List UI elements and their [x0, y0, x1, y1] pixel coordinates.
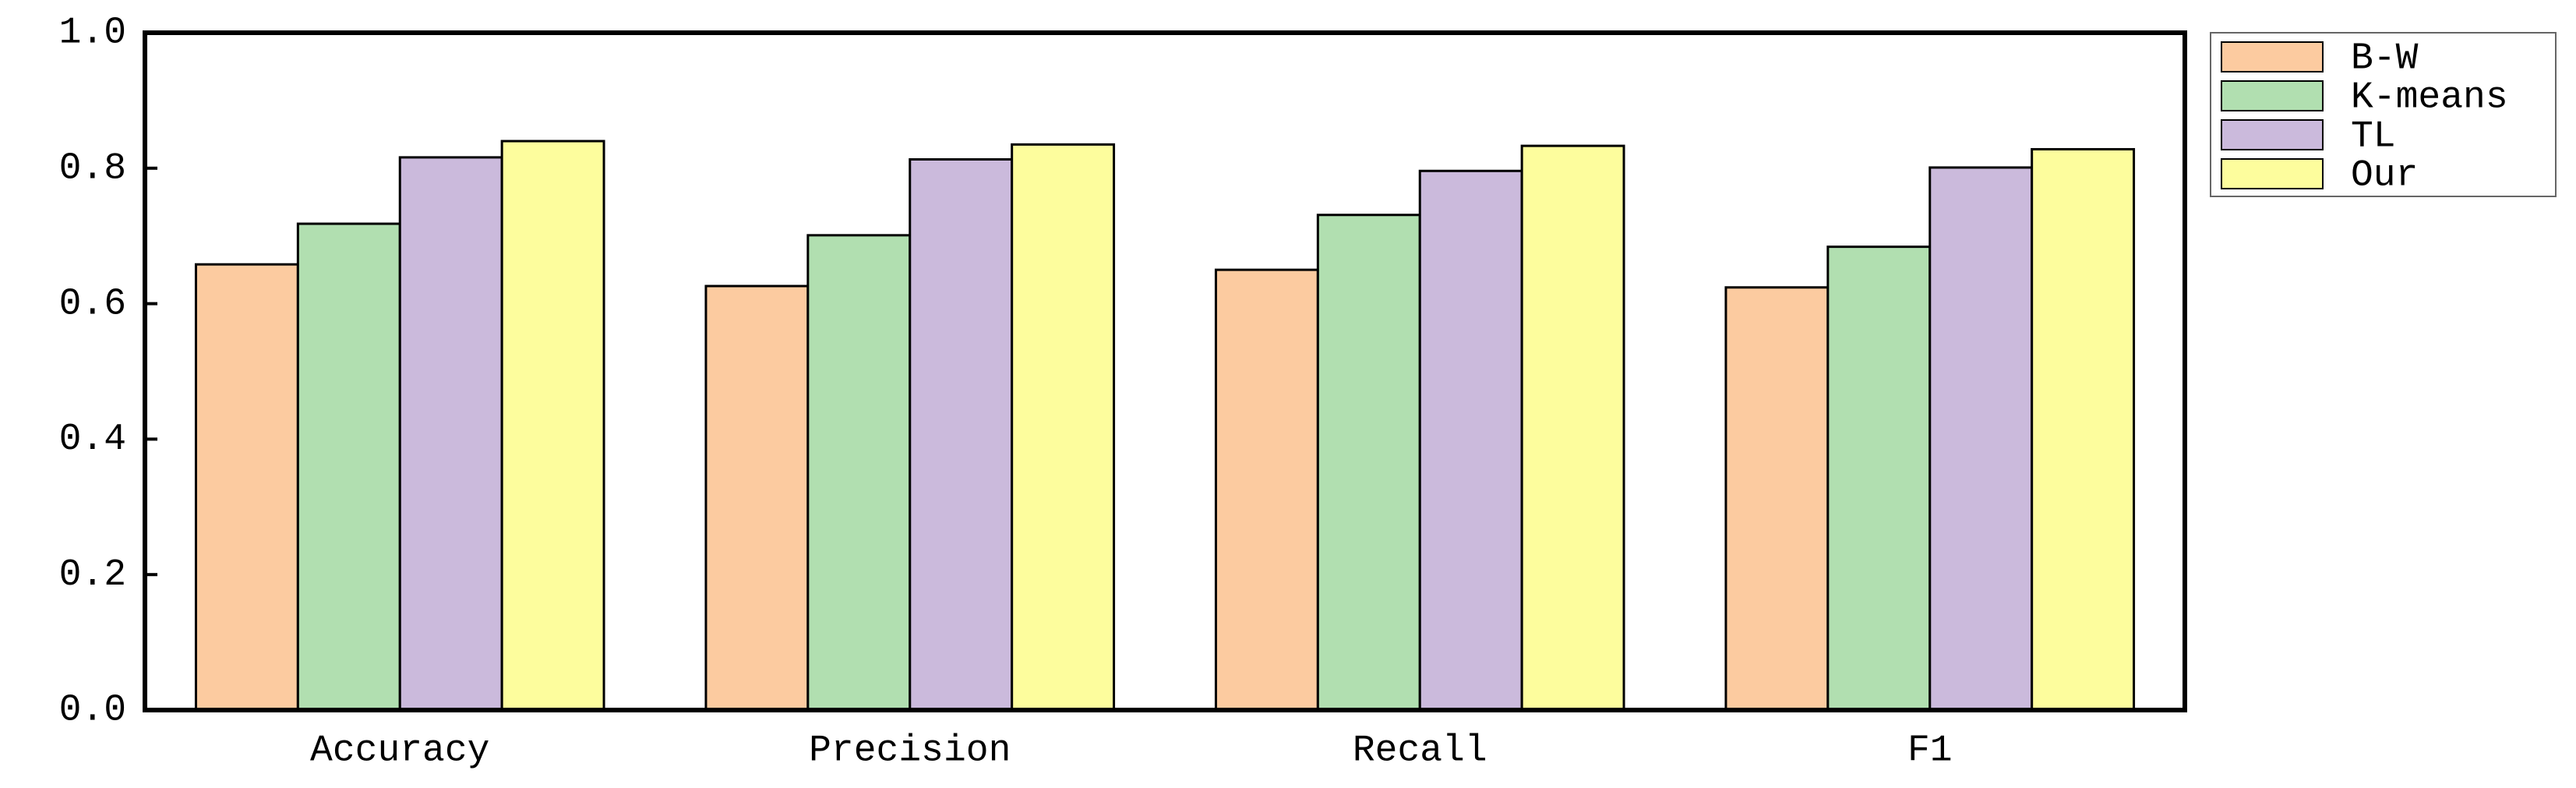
bar — [398, 156, 503, 712]
bar — [1520, 144, 1625, 712]
legend-swatch — [2221, 119, 2324, 150]
x-tick-label: F1 — [1907, 730, 1953, 772]
legend-label: B-W — [2351, 38, 2419, 80]
bar — [909, 158, 1014, 712]
y-tick-label: 0.4 — [59, 419, 126, 461]
bar — [1214, 268, 1319, 712]
y-tick-label: 0.2 — [59, 554, 126, 596]
legend-swatch — [2221, 41, 2324, 72]
bar — [704, 284, 810, 712]
legend-label: TL — [2351, 116, 2396, 158]
x-tick-label: Recall — [1353, 730, 1487, 772]
bar — [1011, 143, 1116, 712]
y-tick-label: 1.0 — [59, 12, 126, 55]
legend-label: K-means — [2351, 77, 2508, 119]
bar — [1826, 246, 1932, 712]
bar — [2031, 147, 2136, 712]
legend-swatch — [2221, 158, 2324, 189]
bar — [500, 140, 605, 712]
legend-swatch — [2221, 80, 2324, 111]
bar — [1724, 286, 1830, 712]
bar — [1316, 214, 1421, 712]
bar — [1418, 169, 1523, 712]
x-tick-label: Precision — [809, 730, 1011, 772]
legend-label: Our — [2351, 155, 2418, 197]
y-tick-label: 0.0 — [59, 690, 126, 732]
bar — [806, 234, 912, 712]
bar — [1928, 166, 2034, 712]
bar — [194, 263, 299, 712]
bar — [296, 222, 401, 712]
x-tick-label: Accuracy — [310, 730, 489, 772]
plot-frame — [143, 30, 2187, 712]
y-tick-label: 0.8 — [59, 147, 126, 189]
y-tick-label: 0.6 — [59, 283, 126, 325]
